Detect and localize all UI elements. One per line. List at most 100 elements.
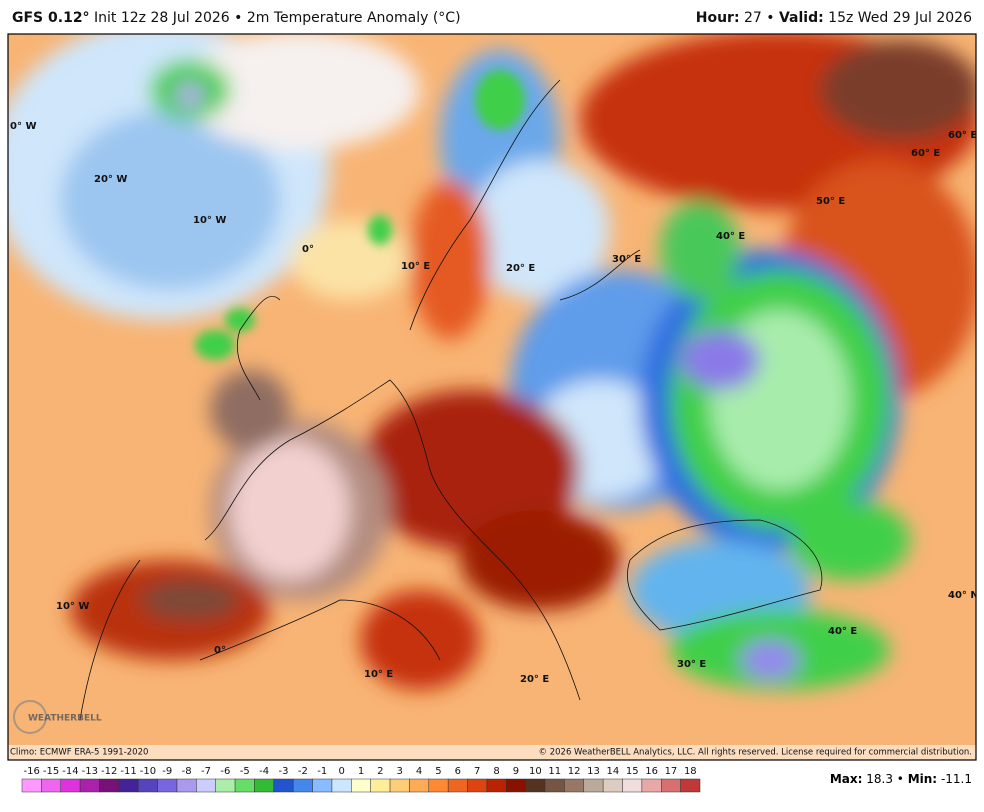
colorbar-cell	[544, 778, 565, 793]
map-label: 60° E	[948, 130, 977, 141]
map-label: 10° W	[56, 601, 89, 612]
header-right: Hour: 27 • Valid: 15z Wed 29 Jul 2026	[696, 10, 972, 26]
colorbar-cell	[312, 778, 333, 793]
colorbar-label: -12	[101, 766, 117, 777]
colorbar-label: -14	[62, 766, 78, 777]
map-label: 30° E	[612, 254, 641, 265]
colorbar-label: 3	[397, 766, 403, 777]
max: 18.3 •	[866, 772, 904, 786]
colorbar-cell	[486, 778, 507, 793]
colorbar-label: -15	[43, 766, 59, 777]
colorbar-label: 18	[684, 766, 697, 777]
map-label: 40° E	[716, 231, 745, 242]
colorbar-label: 1	[358, 766, 364, 777]
hour: 27 •	[744, 10, 775, 26]
colorbar-cell	[157, 778, 178, 793]
colorbar-cell	[21, 778, 42, 793]
colorbar-cell	[583, 778, 604, 793]
colorbar-label: 7	[474, 766, 480, 777]
climo: Climo: ECMWF ERA-5 1991-2020	[10, 748, 148, 758]
hour-label: Hour:	[696, 10, 740, 26]
map-label: 20° W	[94, 174, 127, 185]
colorbar-cell	[641, 778, 662, 793]
map-label: 50° E	[816, 196, 845, 207]
map: 0° W 20° W 10° W 0° 10° E 20° E 30° E 40…	[8, 34, 979, 760]
colorbar-cell	[41, 778, 61, 793]
colorbar-cell	[292, 778, 313, 793]
colorbar-cell	[118, 778, 139, 793]
colorbar-label: 10	[529, 766, 542, 777]
colorbar-label: 16	[645, 766, 658, 777]
colorbar-label: 5	[435, 766, 441, 777]
colorbar-label: -8	[182, 766, 192, 777]
map-label: 0°	[302, 244, 314, 255]
min: -11.1	[941, 772, 972, 786]
colorbar-label: -3	[279, 766, 289, 777]
model: GFS 0.12°	[12, 10, 90, 26]
colorbar-label: 4	[416, 766, 422, 777]
colorbar-cell	[196, 778, 216, 793]
colorbar-cell	[622, 778, 643, 793]
min-label: Min:	[908, 772, 937, 786]
colorbar-cell	[176, 778, 197, 793]
colorbar-label: 11	[548, 766, 561, 777]
colorbar-label: -7	[201, 766, 211, 777]
colorbar-label: -1	[317, 766, 327, 777]
max-label: Max:	[830, 772, 863, 786]
colorbar-cell	[60, 778, 81, 793]
map-label: 20° E	[520, 674, 549, 685]
map-label: 0° W	[10, 121, 36, 132]
colorbar-label: -5	[240, 766, 250, 777]
map-label: 10° E	[364, 669, 393, 680]
colorbar-label: -10	[140, 766, 156, 777]
valid: 15z Wed 29 Jul 2026	[828, 10, 972, 26]
map-label: 60° E	[911, 148, 940, 159]
colorbar-cell	[273, 778, 294, 793]
colorbar-label: 17	[665, 766, 678, 777]
colorbar-cell	[602, 778, 623, 793]
colorbar-label: 9	[513, 766, 519, 777]
watermark: WEATHERBELL	[28, 714, 102, 724]
colorbar-label: -16	[24, 766, 40, 777]
colorbar-label: 6	[455, 766, 461, 777]
colorbar-cell	[99, 778, 120, 793]
coastlines	[79, 79, 823, 721]
header-info: Init 12z 28 Jul 2026 • 2m Temperature An…	[94, 10, 461, 26]
colorbar: -16 -15 -14 -13 -12 -11 -10 -9 -8 -7 -6 -5 -4 -3 -2 -1 0…	[21, 766, 701, 793]
map-label: 0°	[214, 645, 226, 656]
colorbar-cell	[215, 778, 236, 793]
colorbar-cell	[467, 778, 488, 793]
colorbar-cell	[234, 778, 255, 793]
colorbar-cell	[137, 778, 158, 793]
colorbar-label: 8	[493, 766, 499, 777]
map-label: 30° E	[677, 659, 706, 670]
colorbar-cell	[370, 778, 391, 793]
colorbar-cell	[661, 778, 681, 793]
colorbar-cell	[351, 778, 371, 793]
colorbar-label: 12	[568, 766, 581, 777]
colorbar-cell	[331, 778, 352, 793]
colorbar-label: -13	[82, 766, 98, 777]
map-frame	[7, 33, 977, 761]
colorbar-cell	[525, 778, 546, 793]
colorbar-label: 2	[377, 766, 383, 777]
header-left: GFS 0.12° Init 12z 28 Jul 2026 • 2m Temp…	[12, 10, 461, 26]
colorbar-cell	[506, 778, 526, 793]
map-label: 10° E	[401, 261, 430, 272]
colorbar-label: -6	[220, 766, 230, 777]
colorbar-cell	[428, 778, 449, 793]
colorbar-label: 13	[587, 766, 600, 777]
colorbar-cell	[389, 778, 410, 793]
map-label: 40° E	[828, 626, 857, 637]
map-label: 20° E	[506, 263, 535, 274]
colorbar-cell	[254, 778, 275, 793]
stats: Max: 18.3 • Min: -11.1	[830, 772, 972, 786]
colorbar-label: -11	[120, 766, 136, 777]
colorbar-label: -4	[259, 766, 269, 777]
colorbar-cell	[564, 778, 585, 793]
map-label: 40° N	[948, 590, 979, 601]
colorbar-label: 14	[606, 766, 619, 777]
copyright: © 2026 WeatherBELL Analytics, LLC. All r…	[539, 748, 972, 758]
colorbar-cell	[447, 778, 468, 793]
